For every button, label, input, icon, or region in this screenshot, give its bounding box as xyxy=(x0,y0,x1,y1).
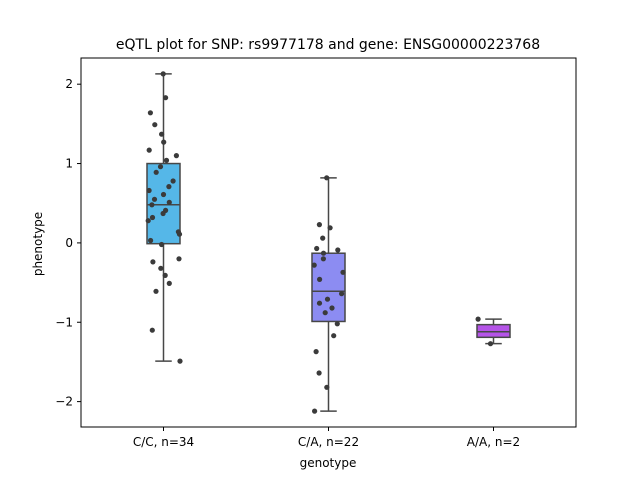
y-tick-label: −1 xyxy=(55,315,73,329)
x-tick-label: A/A, n=2 xyxy=(467,435,520,449)
data-point xyxy=(163,95,169,101)
y-tick-label: 2 xyxy=(65,77,73,91)
data-point xyxy=(158,265,164,271)
data-point xyxy=(163,157,170,163)
data-point xyxy=(327,225,333,231)
data-point xyxy=(148,237,154,244)
chart-title: eQTL plot for SNP: rs9977178 and gene: E… xyxy=(116,37,540,53)
data-point xyxy=(160,210,166,217)
x-tick-label: C/C, n=34 xyxy=(133,435,194,449)
data-point xyxy=(334,321,340,327)
data-point xyxy=(340,269,346,275)
data-point xyxy=(324,384,330,390)
y-axis-label: phenotype xyxy=(31,212,45,276)
data-point xyxy=(317,276,323,282)
data-point xyxy=(176,231,183,237)
data-point xyxy=(159,131,165,137)
data-point xyxy=(166,184,172,190)
data-point xyxy=(150,259,156,265)
data-point xyxy=(316,222,322,228)
data-point xyxy=(153,288,159,294)
data-point xyxy=(316,300,323,306)
data-point xyxy=(320,256,326,262)
data-point xyxy=(320,250,327,256)
data-point xyxy=(329,305,335,311)
data-point xyxy=(324,175,330,181)
y-tick-label: 1 xyxy=(65,157,73,171)
data-point xyxy=(147,110,153,116)
x-tick-label: C/A, n=22 xyxy=(298,435,359,449)
data-point xyxy=(176,256,182,262)
data-point xyxy=(153,169,159,175)
box-2 xyxy=(311,252,346,323)
data-point xyxy=(160,71,166,77)
data-point xyxy=(314,245,320,252)
data-point xyxy=(146,187,152,194)
data-point xyxy=(339,291,345,297)
data-point xyxy=(320,235,326,241)
y-tick-label: 0 xyxy=(65,236,73,250)
data-point xyxy=(487,341,494,347)
points-group-1 xyxy=(145,71,183,364)
data-point xyxy=(170,178,176,184)
data-point xyxy=(312,408,318,414)
data-point xyxy=(160,191,167,198)
data-point xyxy=(149,214,156,221)
data-point xyxy=(331,333,337,339)
data-point xyxy=(151,196,158,202)
data-point xyxy=(161,139,167,145)
data-point xyxy=(166,280,172,286)
data-point xyxy=(335,247,341,253)
data-point xyxy=(166,199,172,205)
data-point xyxy=(177,358,183,364)
data-point xyxy=(152,122,158,128)
data-point xyxy=(173,153,179,159)
axes: −2 −1 0 1 2 C/C, n=34 C/A, n=22 A/A, n=2 xyxy=(55,57,577,449)
data-point xyxy=(316,370,322,376)
data-point xyxy=(313,349,319,355)
plot-area xyxy=(145,71,511,414)
data-point xyxy=(149,327,155,333)
x-axis-label: genotype xyxy=(300,456,357,470)
data-point xyxy=(324,296,331,302)
data-point xyxy=(149,202,155,208)
data-point xyxy=(475,316,481,322)
points-group-3 xyxy=(475,316,494,347)
data-point xyxy=(311,262,317,268)
y-tick-label: −2 xyxy=(55,395,73,409)
data-point xyxy=(146,147,152,153)
data-point xyxy=(159,241,165,248)
data-point xyxy=(162,272,168,278)
data-point xyxy=(145,218,151,224)
box-3 xyxy=(476,323,511,339)
points-group-2 xyxy=(311,175,346,414)
box-group-2 xyxy=(311,177,346,412)
data-point xyxy=(322,310,328,316)
data-point xyxy=(157,164,164,170)
